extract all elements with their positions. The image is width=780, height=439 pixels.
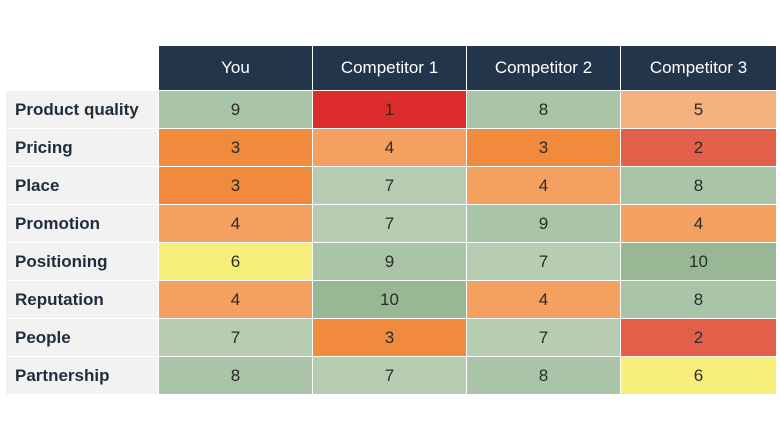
- heatmap-cell: 4: [620, 204, 776, 242]
- heatmap-cell: 4: [466, 280, 620, 318]
- column-header: Competitor 1: [312, 46, 466, 90]
- row-label: Reputation: [6, 280, 158, 318]
- heatmap-cell: 8: [620, 280, 776, 318]
- heatmap-cell: 2: [620, 318, 776, 356]
- heatmap-cell: 4: [466, 166, 620, 204]
- row-label: Positioning: [6, 242, 158, 280]
- heatmap-cell: 3: [158, 128, 312, 166]
- heatmap-cell: 8: [466, 356, 620, 394]
- heatmap-cell: 10: [620, 242, 776, 280]
- heatmap-cell: 2: [620, 128, 776, 166]
- row-label: Product quality: [6, 90, 158, 128]
- heatmap-cell: 4: [158, 204, 312, 242]
- heatmap-cell: 7: [466, 242, 620, 280]
- heatmap-cell: 7: [158, 318, 312, 356]
- heatmap-cell: 9: [466, 204, 620, 242]
- heatmap-cell: 7: [312, 356, 466, 394]
- corner-cell: [6, 46, 158, 90]
- row-label: Pricing: [6, 128, 158, 166]
- row-label: Promotion: [6, 204, 158, 242]
- heatmap-cell: 1: [312, 90, 466, 128]
- heatmap-cell: 6: [620, 356, 776, 394]
- heatmap-cell: 9: [158, 90, 312, 128]
- heatmap-cell: 9: [312, 242, 466, 280]
- column-header: You: [158, 46, 312, 90]
- column-header: Competitor 2: [466, 46, 620, 90]
- heatmap-cell: 7: [312, 204, 466, 242]
- heatmap-cell: 10: [312, 280, 466, 318]
- heatmap-cell: 3: [466, 128, 620, 166]
- heatmap-cell: 3: [312, 318, 466, 356]
- heatmap-cell: 6: [158, 242, 312, 280]
- row-label: Place: [6, 166, 158, 204]
- heatmap-cell: 4: [158, 280, 312, 318]
- heatmap-cell: 8: [620, 166, 776, 204]
- heatmap-cell: 3: [158, 166, 312, 204]
- heatmap-cell: 4: [312, 128, 466, 166]
- heatmap-cell: 8: [466, 90, 620, 128]
- heatmap-cell: 7: [466, 318, 620, 356]
- row-label: Partnership: [6, 356, 158, 394]
- heatmap-cell: 5: [620, 90, 776, 128]
- row-label: People: [6, 318, 158, 356]
- comparison-matrix: You Competitor 1 Competitor 2 Competitor 3 P…: [6, 46, 776, 394]
- column-header: Competitor 3: [620, 46, 776, 90]
- heatmap-cell: 7: [312, 166, 466, 204]
- heatmap-cell: 8: [158, 356, 312, 394]
